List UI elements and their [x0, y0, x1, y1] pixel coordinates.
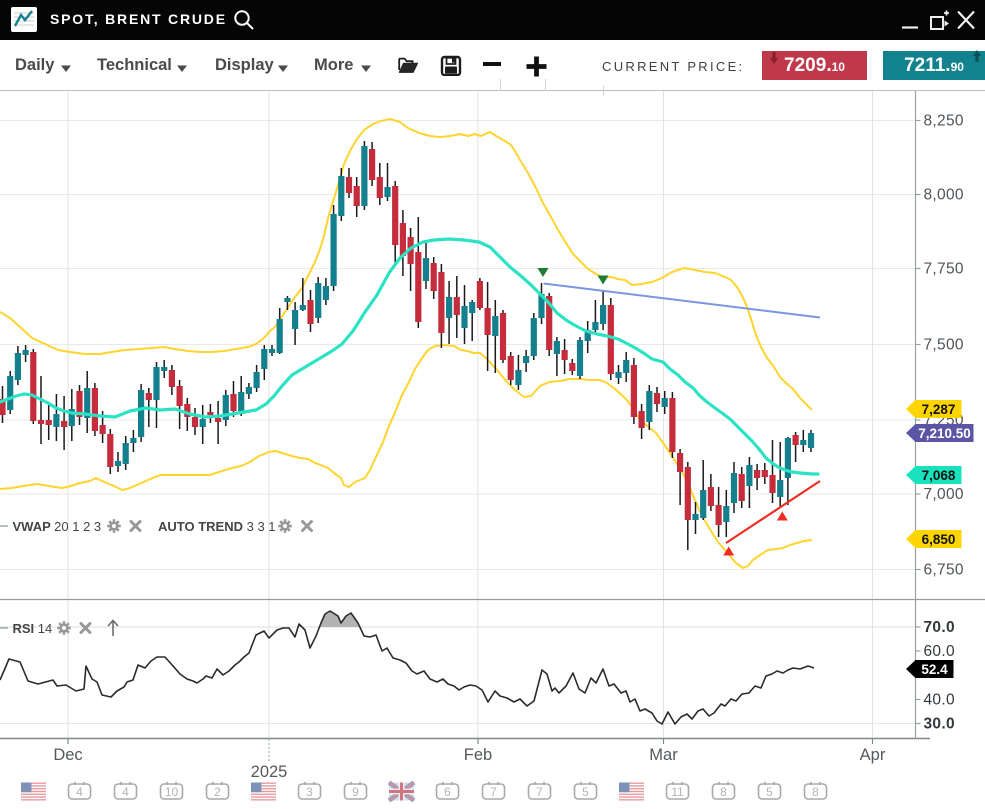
svg-text:8: 8: [720, 785, 727, 799]
svg-text:7,287: 7,287: [922, 402, 956, 417]
svg-text:Dec: Dec: [53, 746, 82, 764]
svg-text:40.0: 40.0: [924, 692, 955, 709]
svg-text:70.0: 70.0: [924, 619, 955, 636]
svg-text:7,000: 7,000: [924, 486, 964, 503]
svg-text:2: 2: [214, 785, 221, 799]
svg-text:4: 4: [122, 785, 129, 799]
svg-text:2025: 2025: [251, 763, 288, 781]
svg-text:8: 8: [812, 785, 819, 799]
svg-text:7: 7: [490, 785, 497, 799]
svg-text:3: 3: [306, 785, 313, 799]
svg-text:Feb: Feb: [464, 746, 492, 764]
svg-text:RSI 14: RSI 14: [13, 621, 53, 636]
svg-text:8,000: 8,000: [924, 187, 964, 204]
svg-text:Mar: Mar: [649, 746, 678, 764]
svg-text:AUTO TREND 3 3 1: AUTO TREND 3 3 1: [158, 519, 276, 534]
svg-text:6: 6: [444, 785, 451, 799]
svg-text:6,750: 6,750: [924, 562, 964, 579]
svg-text:VWAP 20 1 2 3: VWAP 20 1 2 3: [13, 519, 102, 534]
svg-text:5: 5: [766, 785, 773, 799]
svg-text:7,210.50: 7,210.50: [918, 426, 971, 441]
svg-text:7: 7: [536, 785, 543, 799]
svg-text:4: 4: [76, 785, 83, 799]
svg-text:9: 9: [352, 785, 359, 799]
svg-text:8,250: 8,250: [924, 113, 964, 130]
svg-text:5: 5: [582, 785, 589, 799]
svg-text:60.0: 60.0: [924, 643, 955, 660]
svg-text:30.0: 30.0: [924, 716, 955, 733]
svg-text:11: 11: [671, 785, 684, 799]
svg-text:10: 10: [165, 785, 179, 799]
svg-text:7,750: 7,750: [924, 261, 964, 278]
svg-text:Apr: Apr: [860, 746, 886, 764]
svg-text:7,068: 7,068: [922, 468, 956, 483]
svg-text:52.4: 52.4: [921, 662, 948, 677]
svg-text:7,500: 7,500: [924, 337, 964, 354]
svg-text:6,850: 6,850: [922, 532, 956, 547]
